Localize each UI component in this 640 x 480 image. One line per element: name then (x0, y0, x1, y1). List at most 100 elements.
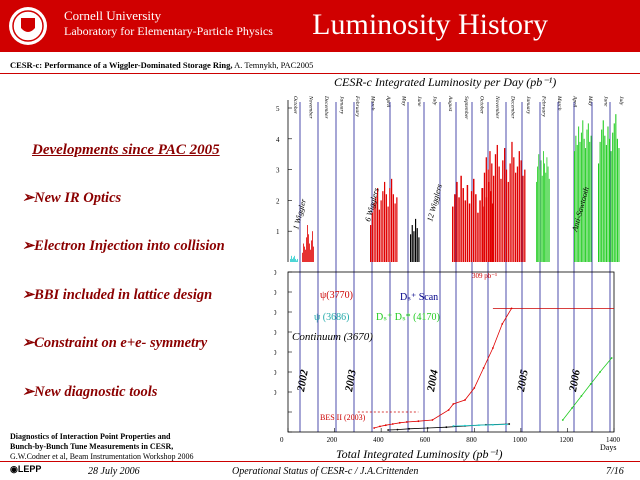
daily-lumi-bar (589, 141, 591, 262)
month-label: March (556, 95, 562, 111)
bottom-y-tick-label: 300 (274, 309, 277, 317)
daily-lumi-bar (312, 231, 313, 262)
divider (0, 73, 640, 74)
daily-lumi-bar (411, 225, 413, 262)
cumulative-series-line (453, 424, 507, 427)
cornell-seal-icon (9, 7, 47, 45)
footer-center: Operational Status of CESR-c / J.A.Critt… (232, 466, 419, 477)
month-label: October (478, 96, 484, 115)
header-bar: Cornell University Laboratory for Elemen… (0, 0, 640, 52)
bottom-x-tick-label: 1400 (606, 436, 621, 444)
month-label: June (602, 96, 608, 107)
daily-lumi-bar (311, 240, 312, 262)
daily-lumi-bar (498, 166, 500, 262)
luminosity-chart: CESR-c Integrated Luminosity per Day (pb… (274, 75, 624, 461)
daily-lumi-bar (539, 169, 541, 262)
daily-lumi-bar (504, 148, 506, 262)
bottom-x-tick-label: 1200 (559, 436, 574, 444)
daily-lumi-bar (537, 166, 538, 262)
daily-lumi-bar (587, 123, 589, 263)
daily-lumi-bar (384, 181, 386, 262)
daily-lumi-bar (305, 249, 306, 262)
month-label: May (587, 95, 593, 106)
daily-lumi-bar (308, 234, 309, 262)
daily-lumi-bar (598, 163, 600, 262)
top-y-tick-label: 3 (276, 167, 280, 175)
daily-lumi-bar (477, 212, 479, 262)
label-psi3770: ψ(3770) (320, 290, 353, 301)
daily-lumi-bar (613, 123, 615, 263)
daily-lumi-bar (612, 132, 614, 262)
month-label: July (618, 96, 624, 106)
daily-lumi-bar (293, 257, 294, 262)
bottom-y-tick-label: 200 (274, 349, 277, 357)
month-label: April (385, 95, 391, 108)
daily-lumi-bar (607, 126, 609, 262)
daily-lumi-bar (464, 200, 467, 262)
daily-lumi-bar (375, 197, 377, 262)
bottom-x-tick-label: 800 (466, 436, 477, 444)
daily-lumi-bar (416, 228, 418, 262)
citation: CESR-c: Performance of a Wiggler-Dominat… (10, 60, 313, 70)
daily-lumi-bar (370, 225, 372, 262)
month-label: January (339, 96, 345, 115)
annotation-anti-sawtooth: Anti-Sawtooth (570, 186, 591, 234)
month-label: September (463, 96, 469, 120)
daily-lumi-bar (579, 141, 581, 262)
label-continuum: Continuum (3670) (292, 331, 373, 343)
daily-lumi-bar (307, 225, 308, 262)
daily-lumi-bar (545, 172, 547, 262)
daily-lumi-bar (291, 255, 292, 262)
daily-lumi-bar (496, 144, 498, 262)
daily-lumi-bar (458, 197, 460, 262)
daily-lumi-bar (294, 255, 295, 262)
daily-lumi-bar (582, 120, 584, 262)
month-label: December (509, 95, 515, 119)
daily-lumi-bar (586, 129, 588, 262)
annotation-1-wiggler: 1 Wiggler (291, 197, 308, 230)
daily-lumi-bar (546, 157, 548, 262)
daily-lumi-bar (518, 151, 520, 262)
daily-lumi-bar (462, 188, 464, 262)
diag-ref-line: Bunch-by-Bunch Tune Measurements in CESR… (10, 442, 174, 451)
daily-lumi-bar (296, 260, 297, 262)
label-psi3686: ψ (3686) (314, 312, 349, 323)
diagnostics-reference: Diagnostics of Interaction Point Propert… (10, 432, 194, 462)
bottom-x-tick-label: 200 (327, 436, 338, 444)
daily-lumi-bar (380, 200, 382, 262)
daily-lumi-bar (485, 157, 487, 262)
chart-top-title: CESR-c Integrated Luminosity per Day (pb… (334, 75, 556, 89)
month-label: August (447, 95, 453, 112)
top-y-tick-label: 2 (276, 197, 280, 205)
cumulative-point (508, 423, 511, 425)
daily-lumi-bar (538, 154, 540, 262)
month-label: October (292, 96, 298, 115)
page-title: Luminosity History (312, 8, 548, 41)
daily-lumi-bar (502, 160, 504, 262)
diag-ref-line: Diagnostics of Interaction Point Propert… (10, 432, 171, 441)
daily-lumi-bar (470, 191, 473, 262)
section-heading: Developments since PAC 2005 (32, 142, 220, 158)
daily-lumi-bar (494, 154, 497, 262)
citation-author: A. Temnykh, PAC2005 (234, 60, 314, 70)
daily-lumi-bar (418, 237, 420, 262)
bottom-x-tick-label: 400 (373, 436, 384, 444)
bullet-item: ➢BBI included in lattice design (22, 287, 213, 303)
year-label: 2004 (425, 368, 441, 393)
daily-lumi-bar (576, 144, 578, 262)
bottom-x-tick-label: 1000 (513, 436, 528, 444)
month-label: March (370, 95, 376, 111)
daily-lumi-bar (475, 194, 477, 262)
daily-lumi-bar (382, 191, 384, 262)
daily-lumi-bar (491, 163, 493, 262)
daily-lumi-bar (513, 157, 515, 262)
daily-lumi-bar (389, 188, 391, 262)
daily-lumi-bar (493, 175, 495, 262)
daily-lumi-bar (547, 166, 549, 262)
daily-lumi-bar (394, 203, 396, 262)
daily-lumi-bar (483, 172, 486, 262)
daily-lumi-bar (385, 194, 387, 262)
bottom-x-tick-label: 0 (280, 436, 284, 444)
laboratory-name: Laboratory for Elementary-Particle Physi… (64, 24, 273, 38)
daily-lumi-bar (415, 218, 417, 262)
